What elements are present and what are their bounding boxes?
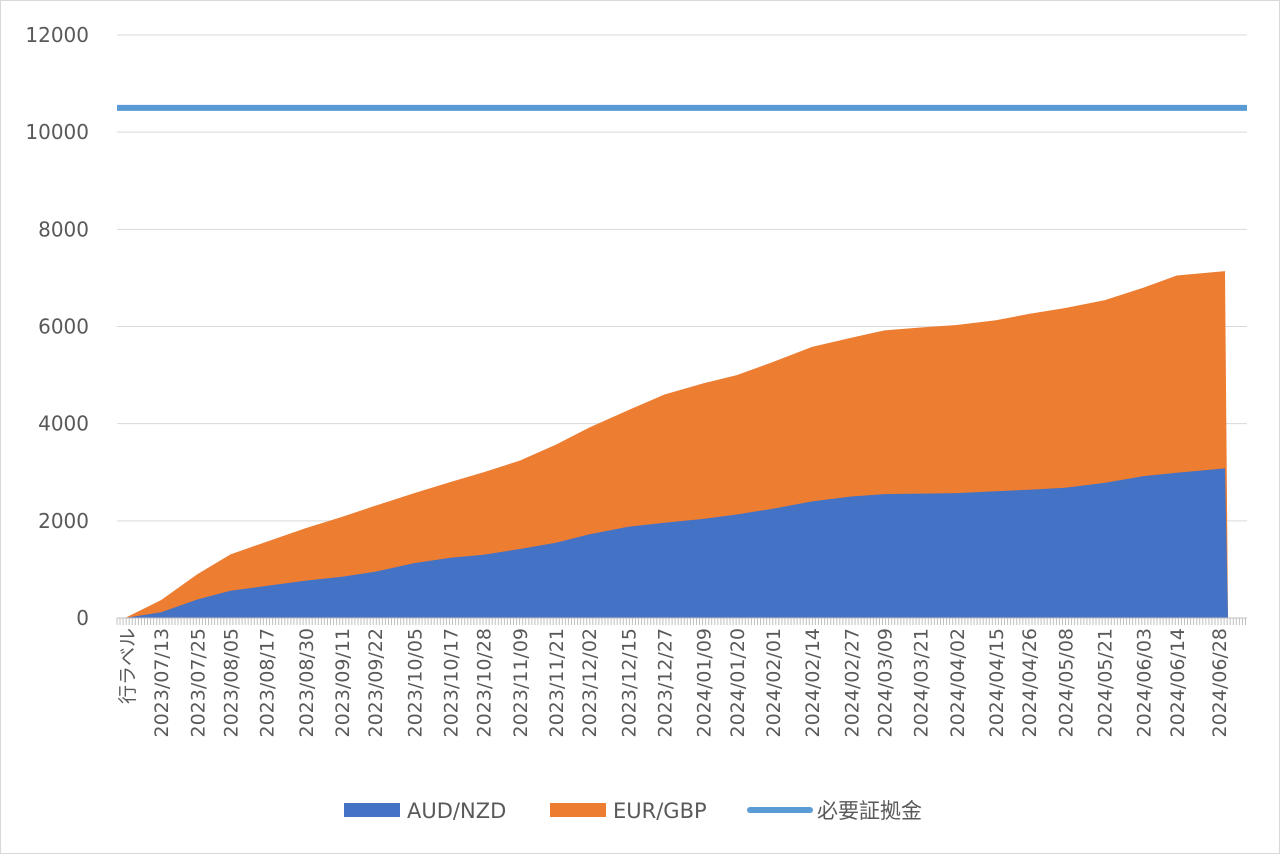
legend: AUD/NZD EUR/GBP 必要証拠金	[344, 799, 922, 823]
x-tick-label: 2024/06/14	[1167, 628, 1189, 738]
x-tick-label: 2024/05/08	[1055, 628, 1077, 738]
x-tick-label: 2023/09/11	[332, 628, 354, 738]
x-tick-label: 2024/03/09	[875, 628, 897, 738]
x-tick-label: 2023/08/17	[257, 628, 279, 738]
x-tick-label: 2024/01/20	[727, 628, 749, 738]
y-tick-label: 10000	[25, 120, 89, 144]
x-tick-label: 2023/07/25	[187, 628, 209, 738]
y-axis: 0 2000 4000 6000 8000 10000 12000	[25, 23, 89, 630]
series-area-aud-nzd	[125, 468, 1228, 618]
x-tick-label: 2023/10/28	[474, 628, 496, 738]
x-tick-label: 2023/10/17	[441, 628, 463, 738]
legend-swatch-aud-nzd	[344, 803, 400, 817]
x-tick-label: 2024/05/21	[1095, 628, 1117, 738]
y-tick-label: 0	[76, 606, 89, 630]
x-tick-label: 2024/01/09	[694, 628, 716, 738]
x-tick-label: 2023/08/05	[221, 628, 243, 738]
y-tick-label: 12000	[25, 23, 89, 47]
x-tick-label: 2023/12/02	[579, 628, 601, 738]
x-tick-label: 2024/04/26	[1019, 628, 1041, 738]
plot-area	[117, 104, 1247, 618]
legend-label: AUD/NZD	[407, 799, 506, 823]
x-tick-label: 2024/04/15	[986, 628, 1008, 738]
x-tick-label: 2024/02/01	[763, 628, 785, 738]
x-tick-label: 2024/06/28	[1209, 628, 1231, 738]
legend-label: EUR/GBP	[613, 799, 707, 823]
x-tick-label: 2024/02/14	[802, 628, 824, 738]
x-tick-label: 2023/11/09	[510, 628, 532, 738]
x-tick-label: 2024/02/27	[841, 628, 863, 738]
x-tick-label: 2024/06/03	[1134, 628, 1156, 738]
x-axis-minor-ticks	[116, 618, 1246, 625]
x-tick-label: 2023/07/13	[151, 628, 173, 738]
y-tick-label: 4000	[38, 412, 89, 436]
x-tick-label: 2023/10/05	[404, 628, 426, 738]
y-tick-label: 2000	[38, 509, 89, 533]
legend-swatch-eur-gbp	[550, 803, 606, 817]
x-tick-label: 2023/11/21	[546, 628, 568, 738]
x-tick-label: 2024/03/21	[911, 628, 933, 738]
x-tick-label: 2023/09/22	[365, 628, 387, 738]
y-tick-label: 8000	[38, 217, 89, 241]
x-tick-label: 2024/04/02	[947, 628, 969, 738]
legend-label: 必要証拠金	[817, 799, 922, 823]
x-tick-label: 2023/12/15	[618, 628, 640, 738]
x-tick-label: 2023/08/30	[296, 628, 318, 738]
x-axis-title: 行ラベル	[117, 628, 139, 704]
x-axis: 行ラベル 2023/07/13 2023/07/25 2023/08/05 2023/0…	[116, 617, 1247, 738]
x-tick-label: 2023/12/27	[655, 628, 677, 738]
y-tick-label: 6000	[38, 315, 89, 339]
